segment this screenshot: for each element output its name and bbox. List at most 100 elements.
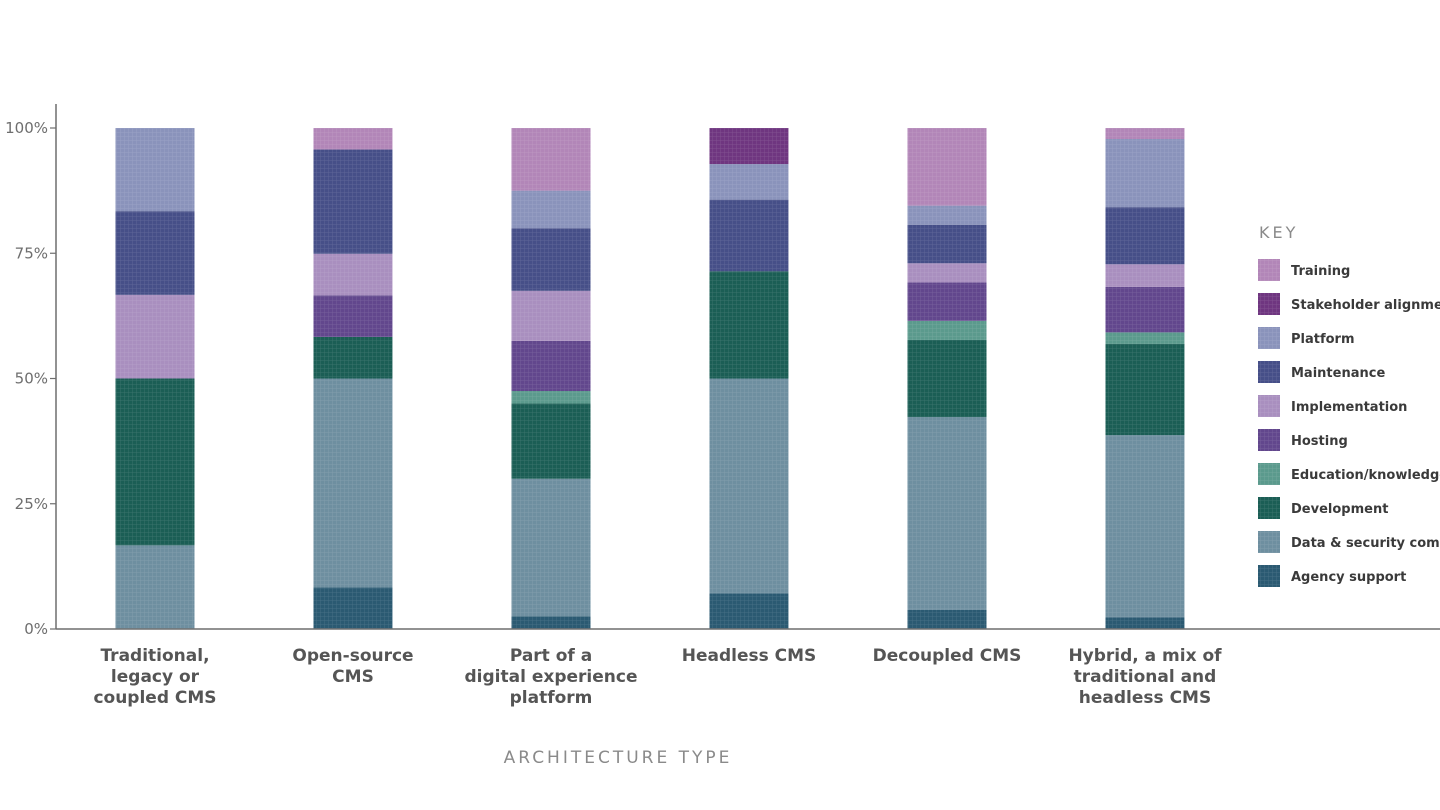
x-tick-label: Open-source CMS: [292, 646, 413, 687]
legend-label: Hosting: [1291, 434, 1348, 449]
bar-segment-texture: [1105, 286, 1185, 333]
legend-label: Agency support: [1291, 570, 1406, 585]
legend-swatch-texture: [1258, 327, 1280, 349]
bar-segment-texture: [313, 295, 393, 337]
legend-title: KEY: [1259, 223, 1298, 242]
x-tick-label-line: platform: [510, 688, 593, 708]
x-tick-label: Traditional, legacy or coupled CMS: [93, 646, 216, 708]
bar-segment-texture: [907, 339, 987, 418]
bar-segment-texture: [115, 378, 195, 546]
bar-segment-texture: [313, 378, 393, 588]
y-tick-label: 100%: [5, 119, 48, 137]
bar-stack: [1105, 128, 1185, 629]
legend-swatch-texture: [1258, 259, 1280, 281]
bar-segment-texture: [511, 290, 591, 341]
bar-segment-texture: [511, 340, 591, 392]
bar-segment-texture: [1105, 128, 1185, 140]
bar-segment-texture: [1105, 139, 1185, 208]
legend-label: Platform: [1291, 332, 1355, 347]
legend-swatch-texture: [1258, 497, 1280, 519]
x-tick-label-line: Decoupled CMS: [873, 646, 1022, 666]
y-tick-label: 75%: [15, 244, 48, 262]
bar-segment-texture: [709, 128, 789, 165]
legend-swatch-texture: [1258, 361, 1280, 383]
bar-segment-texture: [115, 211, 195, 295]
x-tick-label-line: Headless CMS: [682, 646, 817, 666]
x-tick-label-line: Part of a: [510, 646, 592, 666]
x-tick-label-line: Traditional,: [100, 646, 209, 666]
x-tick-label: Part of a digital experience platform: [465, 646, 638, 708]
bar-stack: [907, 128, 987, 629]
y-tick-label: 25%: [15, 495, 48, 513]
bar-segment-texture: [115, 294, 195, 379]
x-tick-label-line: digital experience: [465, 667, 638, 687]
bar-segment-texture: [511, 616, 591, 629]
y-tick-label: 0%: [24, 620, 48, 638]
bar-segment-texture: [1105, 343, 1185, 436]
bar-segment-texture: [313, 587, 393, 629]
bar-segment-texture: [511, 128, 591, 191]
legend-label: Maintenance: [1291, 366, 1385, 381]
bar-segment-texture: [1105, 435, 1185, 618]
x-tick-label-line: traditional and: [1074, 667, 1217, 687]
bar-segment-texture: [709, 593, 789, 629]
bar-stack: [115, 128, 195, 629]
x-tick-label-line: CMS: [332, 667, 374, 687]
bar-segment-texture: [709, 164, 789, 200]
bar-stack: [511, 128, 591, 629]
legend-label: Training: [1291, 264, 1350, 279]
bar-segment-texture: [907, 609, 987, 629]
legend-swatch-texture: [1258, 531, 1280, 553]
bar-segment-texture: [1105, 617, 1185, 629]
bar-segment-texture: [511, 190, 591, 229]
legend-label: Education/knowledge sharing: [1291, 468, 1440, 483]
legend-label: Development: [1291, 502, 1388, 517]
bar-segment-texture: [511, 478, 591, 617]
bar-segment-texture: [313, 336, 393, 379]
legend-label: Stakeholder alignment: [1291, 298, 1440, 313]
legend-swatch-texture: [1258, 463, 1280, 485]
bar-segment-texture: [313, 149, 393, 254]
legend-label: Data & security compliance: [1291, 536, 1440, 551]
x-tick-label: Hybrid, a mix of traditional and headless …: [1068, 646, 1222, 708]
bar-segment-texture: [907, 224, 987, 264]
x-tick-label-line: Open-source: [292, 646, 413, 666]
bar-segment-texture: [709, 378, 789, 594]
y-tick-label: 50%: [15, 370, 48, 388]
bar-stack: [709, 128, 789, 629]
legend-swatch-texture: [1258, 429, 1280, 451]
bar-segment-texture: [115, 545, 195, 629]
bar-segment-texture: [907, 205, 987, 225]
x-tick-label-line: headless CMS: [1079, 688, 1211, 708]
x-axis-labels: Traditional, legacy or coupled CMS Open-sou…: [93, 646, 1222, 708]
bar-segment-texture: [115, 128, 195, 212]
bar-segment-texture: [709, 271, 789, 379]
legend: KEY Training Stakeholder alignment Platfor…: [1258, 223, 1440, 587]
bar-segment-texture: [511, 391, 591, 404]
bar-segment-texture: [907, 282, 987, 321]
y-axis-ticks: 0% 25% 50% 75% 100%: [5, 119, 56, 638]
bar-segment-texture: [1105, 264, 1185, 287]
x-tick-label-line: coupled CMS: [93, 688, 216, 708]
legend-swatch-texture: [1258, 565, 1280, 587]
bar-segment-texture: [313, 128, 393, 150]
bars: [115, 128, 1185, 629]
x-tick-label: Headless CMS: [682, 646, 817, 666]
bar-segment-texture: [1105, 207, 1185, 265]
legend-swatch-texture: [1258, 395, 1280, 417]
legend-swatch-texture: [1258, 293, 1280, 315]
x-axis-title: ARCHITECTURE TYPE: [504, 748, 733, 768]
bar-segment-texture: [709, 199, 789, 272]
x-tick-label-line: legacy or: [111, 667, 200, 687]
bar-stack: [313, 128, 393, 629]
bar-segment-texture: [1105, 332, 1185, 344]
bar-segment-texture: [313, 253, 393, 296]
x-tick-label-line: Hybrid, a mix of: [1068, 646, 1222, 666]
bar-segment-texture: [907, 320, 987, 340]
bar-segment-texture: [511, 403, 591, 479]
bar-segment-texture: [907, 417, 987, 610]
x-tick-label: Decoupled CMS: [873, 646, 1022, 666]
bar-segment-texture: [907, 128, 987, 206]
legend-label: Implementation: [1291, 400, 1407, 415]
